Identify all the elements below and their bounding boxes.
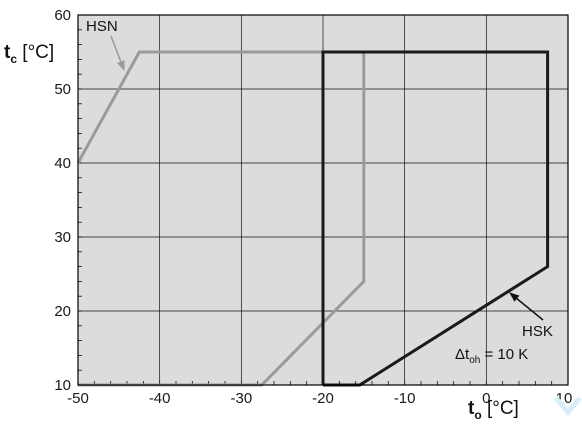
y-tick-label: 30	[54, 229, 71, 246]
hsk-label: HSK	[522, 323, 553, 340]
y-axis-title-unit: [°C]	[17, 42, 54, 63]
y-axis-title-main: t	[4, 42, 11, 63]
superheat-value: = 10 K	[480, 346, 528, 363]
x-axis-title-main: t	[468, 398, 475, 419]
y-tick-label: 40	[54, 155, 71, 172]
hsk-arrow	[509, 292, 544, 321]
y-tick-label: 10	[54, 377, 71, 394]
x-tick-label: -20	[312, 390, 334, 407]
hsn-label: HSN	[86, 18, 118, 35]
y-tick-label: 50	[54, 81, 71, 98]
y-tick-label: 20	[54, 303, 71, 320]
x-tick-label: -30	[230, 390, 252, 407]
x-tick-label: -40	[149, 390, 171, 407]
watermark-mark	[554, 396, 582, 416]
superheat-label: Δtoh = 10 K	[455, 346, 528, 366]
x-tick-label: -10	[394, 390, 416, 407]
x-axis-title: to [°C]	[468, 398, 519, 422]
y-tick-label: 60	[54, 7, 71, 24]
x-axis-title-sub: o	[474, 408, 481, 422]
plot-frame	[77, 14, 569, 386]
y-tick-labels: 10 20 30 40 50 60	[54, 7, 71, 394]
x-axis-title-unit: [°C]	[482, 398, 519, 419]
hsn-arrow	[110, 35, 125, 71]
y-axis-title: tc [°C]	[4, 42, 54, 66]
y-axis-title-sub: c	[10, 52, 17, 66]
x-tick-labels: -50 -40 -30 -20 -10 0 10	[67, 390, 572, 407]
superheat-sub: oh	[469, 355, 480, 366]
superheat-main: Δt	[455, 346, 470, 363]
x-tick-label: -50	[67, 390, 89, 407]
x-tick-label: 0	[482, 390, 490, 407]
